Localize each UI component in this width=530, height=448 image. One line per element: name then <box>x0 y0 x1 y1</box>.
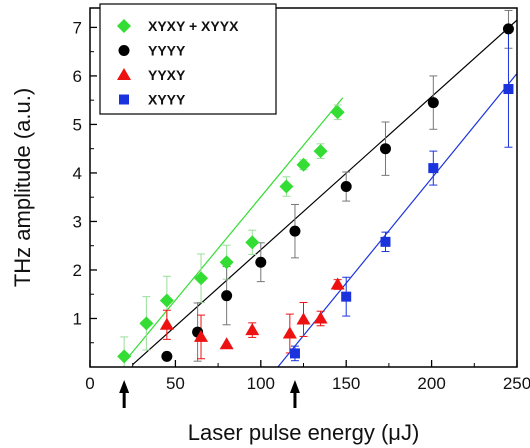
data-point-diamond <box>279 179 294 194</box>
data-points-layer <box>117 23 514 364</box>
x-axis-title: Laser pulse energy (μJ) <box>188 420 420 445</box>
data-point-triangle <box>194 329 209 342</box>
data-point-circle <box>161 350 173 362</box>
legend-label-triangle: YYXY <box>148 67 186 83</box>
y-tick-label: 3 <box>73 212 82 231</box>
data-point-triangle <box>313 311 328 324</box>
threshold-arrow-head <box>289 380 300 393</box>
data-point-circle <box>340 181 352 193</box>
y-axis-title: THz amplitude (a.u.) <box>10 88 35 287</box>
data-point-diamond <box>313 144 328 159</box>
data-point-triangle <box>245 323 260 336</box>
x-tick-label: 250 <box>503 374 530 393</box>
fit-line-diamond <box>123 97 344 363</box>
axes-layer: 0 50 100 150 200 250 1 2 3 4 5 6 7 <box>73 18 530 393</box>
fit-line-square <box>277 73 518 368</box>
data-point-diamond <box>139 316 154 331</box>
data-point-diamond <box>219 255 234 270</box>
data-point-triangle <box>282 326 297 339</box>
legend-label-circle: YYYY <box>148 43 186 59</box>
data-point-square <box>428 163 439 174</box>
y-tick-label: 6 <box>73 67 82 86</box>
y-tick-label: 1 <box>73 309 82 328</box>
data-point-square <box>380 236 391 247</box>
x-tick-label: 200 <box>417 374 445 393</box>
data-point-circle <box>502 23 514 35</box>
legend-marker-circle <box>118 45 130 56</box>
data-point-circle <box>255 256 267 268</box>
data-point-diamond <box>330 105 345 120</box>
legend-box <box>99 3 277 115</box>
data-point-diamond <box>194 271 209 286</box>
data-point-diamond <box>159 293 174 308</box>
data-point-diamond <box>296 157 311 172</box>
data-point-diamond <box>245 235 260 250</box>
y-tick-label: 4 <box>73 164 82 183</box>
legend-label-diamond: XYXY + XYYX <box>148 18 239 34</box>
data-point-circle <box>289 225 301 237</box>
legend-marker-triangle <box>117 68 131 80</box>
data-point-diamond <box>117 349 132 364</box>
data-point-triangle <box>330 277 345 290</box>
y-tick-label: 5 <box>73 115 82 134</box>
y-tick-label: 7 <box>73 18 82 37</box>
y-tick-label: 2 <box>73 261 82 280</box>
threshold-arrow-head <box>119 380 130 393</box>
data-point-triangle <box>159 317 174 330</box>
x-tick-label: 150 <box>332 374 360 393</box>
data-point-circle <box>427 97 439 109</box>
x-tick-label: 50 <box>166 374 185 393</box>
data-point-square <box>341 291 352 302</box>
data-point-square <box>503 84 514 95</box>
legend: XYXY + XYYX YYYY YYXY XYYY <box>99 3 277 115</box>
data-point-square <box>289 348 300 359</box>
data-point-triangle <box>296 312 311 325</box>
x-tick-label: 0 <box>85 374 94 393</box>
legend-label-square: XYYY <box>148 92 186 108</box>
legend-marker-square <box>119 94 129 105</box>
x-tick-label: 100 <box>247 374 275 393</box>
data-point-circle <box>379 143 391 155</box>
legend-marker-diamond <box>117 19 131 33</box>
data-point-triangle <box>219 337 234 350</box>
threshold-arrows-layer <box>119 380 300 408</box>
fit-line-circle <box>132 19 518 366</box>
data-point-circle <box>221 290 233 302</box>
